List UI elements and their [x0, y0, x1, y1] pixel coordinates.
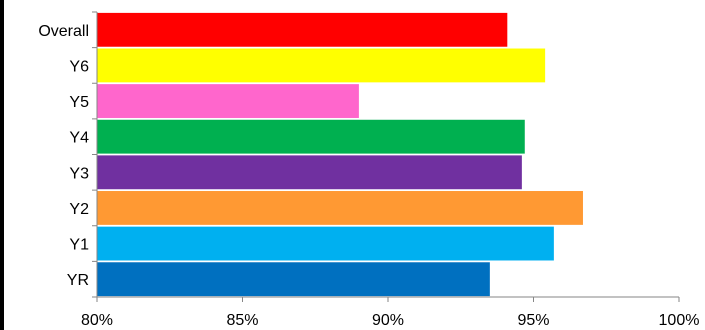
- bar-y5: [97, 84, 359, 118]
- category-label-y3: Y3: [69, 165, 89, 182]
- category-label-y1: Y1: [69, 237, 89, 254]
- x-tick-label: 95%: [517, 312, 549, 329]
- axes-group: [92, 11, 680, 302]
- category-label-y2: Y2: [69, 201, 89, 218]
- bar-y2: [97, 191, 583, 225]
- category-label-y5: Y5: [69, 94, 89, 111]
- bar-yr: [97, 262, 490, 297]
- x-tick-label: 90%: [372, 312, 404, 329]
- x-tick-label: 80%: [81, 312, 113, 329]
- bar-y1: [97, 226, 554, 261]
- x-tick-label: 100%: [659, 312, 700, 329]
- category-label-y4: Y4: [69, 130, 89, 147]
- bar-y4: [97, 119, 525, 154]
- bar-overall: [97, 12, 508, 47]
- left-frame-edge: [0, 0, 4, 330]
- category-label-yr: YR: [67, 272, 89, 289]
- bar-y6: [97, 48, 546, 83]
- category-label-overall: Overall: [38, 23, 89, 40]
- x-tick-labels: 80% 85% 90% 95% 100%: [81, 312, 699, 329]
- bars-group: [97, 12, 583, 297]
- x-tick-label: 85%: [226, 312, 258, 329]
- category-labels: Overall Y6 Y5 Y4 Y3 Y2 Y1 YR: [38, 23, 89, 289]
- bar-y3: [97, 155, 522, 190]
- category-label-y6: Y6: [69, 58, 89, 75]
